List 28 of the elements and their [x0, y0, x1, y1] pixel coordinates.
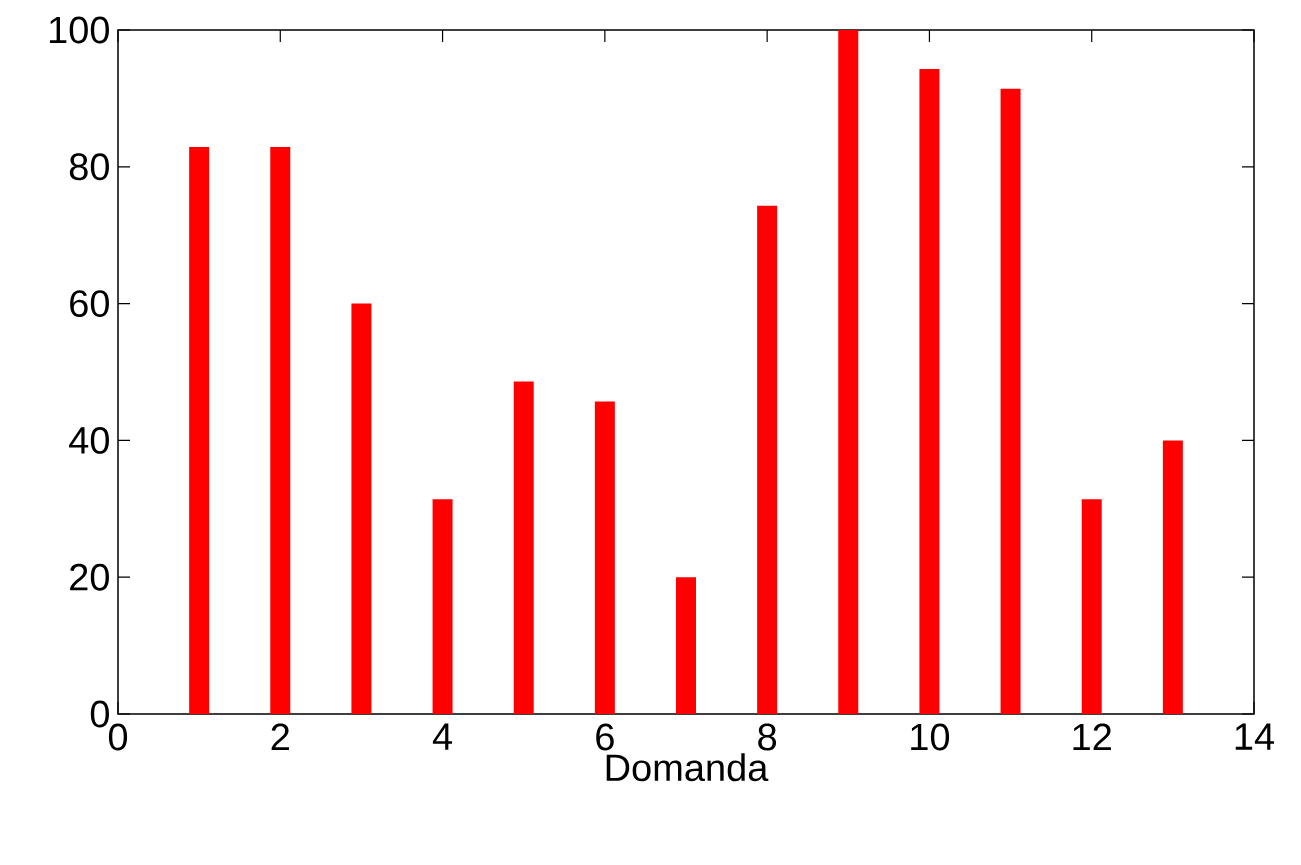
bar: [757, 205, 778, 714]
bar: [1000, 88, 1021, 714]
bar: [432, 499, 453, 714]
bar: [919, 68, 940, 714]
x-axis-title: Domanda: [606, 753, 769, 782]
x-tick-label: 2: [271, 723, 289, 751]
y-tick-label: 60: [70, 290, 109, 318]
bar: [1162, 440, 1183, 714]
x-tick-label: 8: [758, 723, 777, 751]
y-tick-label: 80: [69, 153, 109, 181]
bar: [838, 29, 859, 714]
bar: [351, 303, 372, 714]
bar: [676, 577, 696, 714]
y-tick-label: 40: [69, 426, 109, 454]
x-tick-label: 10: [911, 723, 950, 751]
bar: [270, 146, 291, 714]
x-tick-label: 4: [432, 723, 453, 750]
y-tick-label: 100: [49, 16, 109, 44]
y-tick-label: 0: [90, 700, 109, 728]
bar: [1081, 499, 1102, 714]
y-tick-label: 20: [70, 563, 109, 591]
x-tick-label: 0: [108, 723, 128, 751]
x-tick-label: 14: [1235, 723, 1275, 750]
x-tick-label: 12: [1073, 723, 1111, 751]
bar: [513, 381, 534, 714]
x-tick-label: 6: [596, 723, 614, 751]
bar: [594, 401, 615, 714]
bar: [189, 146, 210, 714]
